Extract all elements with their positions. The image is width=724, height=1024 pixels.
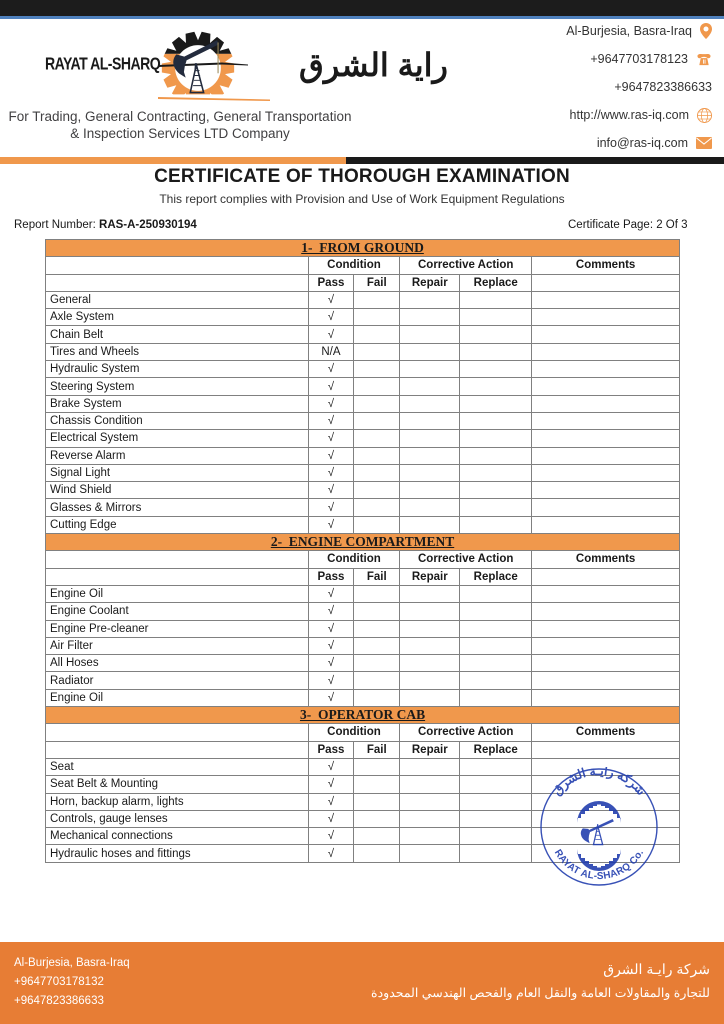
svg-text:شركة رايـة الشرق: شركة رايـة الشرق	[550, 767, 649, 799]
svg-text:RAYAT AL-SHARQ Co.: RAYAT AL-SHARQ Co.	[552, 848, 646, 882]
